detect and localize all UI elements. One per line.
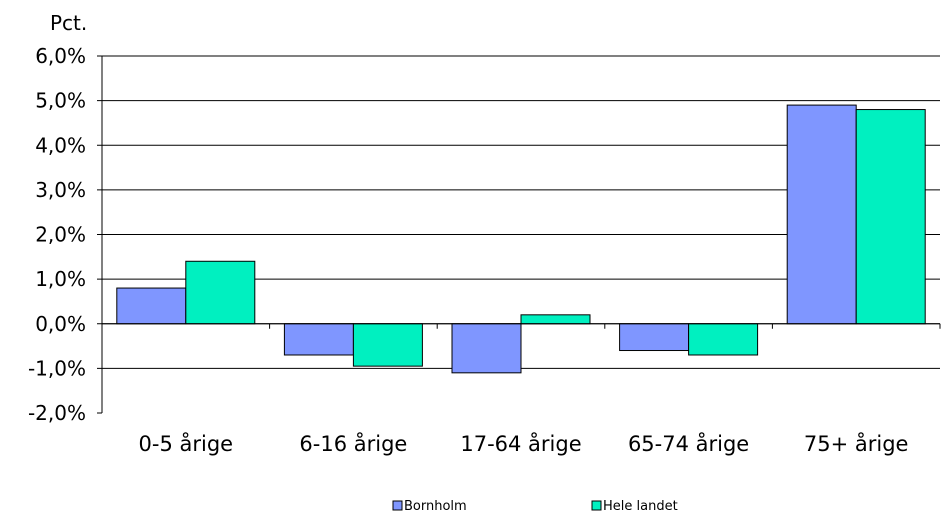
bar-bornholm — [619, 323, 690, 352]
y-unit-label: Pct. — [50, 11, 87, 35]
legend-swatch-bornholm — [392, 500, 403, 511]
y-tick-label: 3,0% — [35, 178, 86, 202]
bar-bornholm — [116, 287, 187, 325]
x-tick-label: 65-74 årige — [628, 431, 749, 456]
y-tick-label: 0,0% — [35, 312, 86, 336]
bar-hele-landet — [352, 323, 423, 367]
x-tick-label: 75+ årige — [804, 431, 909, 456]
legend-label: Bornholm — [404, 499, 467, 513]
bar-hele-landet — [688, 323, 759, 356]
bar-hele-landet — [855, 109, 926, 325]
y-tick-label: 6,0% — [35, 44, 86, 68]
y-tick-label: -1,0% — [28, 356, 86, 380]
x-tick-label: 17-64 årige — [460, 431, 581, 456]
x-tick-label: 0-5 årige — [139, 431, 234, 456]
legend-swatch-hele-landet — [591, 500, 602, 511]
bar-bornholm — [283, 323, 354, 356]
legend-label: Hele landet — [603, 499, 678, 513]
y-tick-label: 2,0% — [35, 223, 86, 247]
bars — [116, 104, 926, 374]
x-tick-label: 6-16 årige — [299, 431, 407, 456]
legend: Bornholm Hele landet — [392, 499, 678, 513]
bar-bornholm — [786, 104, 857, 325]
bar-bornholm — [451, 323, 522, 374]
y-tick-labels: -2,0% -1,0% 0,0% 1,0% 2,0% 3,0% 4,0% 5,0% 6,0% — [28, 44, 86, 425]
y-tick-label: 4,0% — [35, 133, 86, 157]
x-tick-labels: 0-5 årige 6-16 årige 17-64 årige 65-74 årig… — [139, 431, 909, 456]
bar-hele-landet — [520, 314, 591, 325]
axes — [97, 55, 941, 414]
y-tick-label: -2,0% — [28, 401, 86, 425]
y-tick-label: 5,0% — [35, 89, 86, 113]
y-tick-label: 1,0% — [35, 267, 86, 291]
bar-hele-landet — [185, 260, 256, 325]
